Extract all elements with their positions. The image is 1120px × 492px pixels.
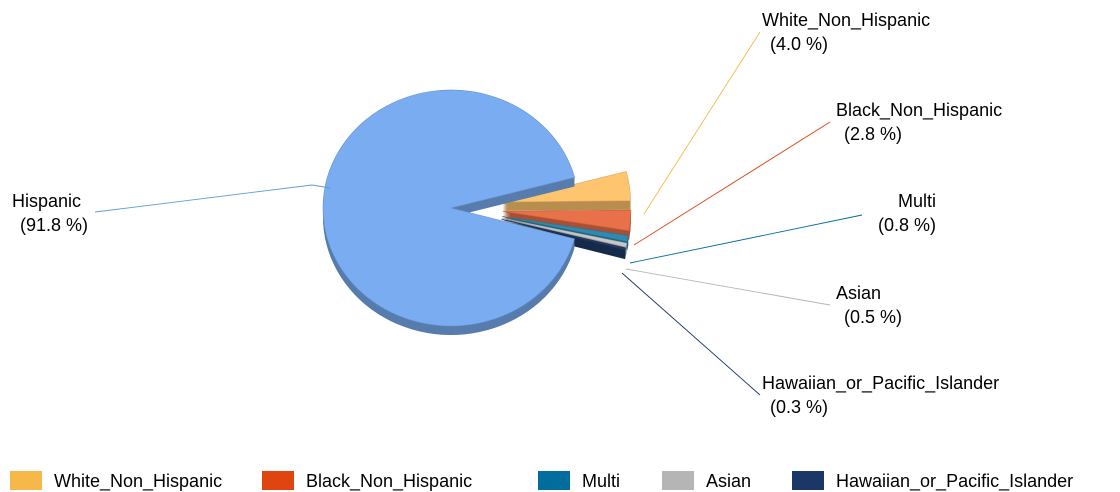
slice-value-black-non-hispanic: (2.8 %) bbox=[844, 124, 902, 144]
legend-label: Multi bbox=[582, 471, 620, 491]
legend-swatch bbox=[662, 471, 694, 490]
slice-face-asian bbox=[501, 217, 628, 248]
legend-item-hawaiian-or-pacific-islander: Hawaiian_or_Pacific_Islander bbox=[792, 471, 1073, 492]
legend-label: Hawaiian_or_Pacific_Islander bbox=[836, 471, 1073, 492]
slice-label-hispanic: Hispanic bbox=[12, 191, 81, 211]
leader-line-hispanic bbox=[94, 184, 331, 213]
leader-line-asian bbox=[625, 268, 831, 306]
legend: White_Non_Hispanic Black_Non_Hispanic Mult… bbox=[10, 471, 1073, 492]
legend-swatch bbox=[792, 471, 824, 490]
legend-label: White_Non_Hispanic bbox=[54, 471, 222, 492]
slice-labels: White_Non_Hispanic (4.0 %) Black_Non_Hispa… bbox=[12, 10, 1002, 417]
legend-item-black-non-hispanic: Black_Non_Hispanic bbox=[262, 471, 472, 492]
leader-line-hawaiian-or-pacific-islander bbox=[621, 272, 761, 396]
leader-line-multi bbox=[629, 214, 863, 264]
legend-swatch bbox=[262, 471, 294, 490]
legend-swatch bbox=[10, 471, 42, 490]
leader-lines bbox=[94, 31, 863, 396]
legend-item-asian: Asian bbox=[662, 471, 751, 491]
leader-line-black-non-hispanic bbox=[633, 121, 831, 246]
legend-item-multi: Multi bbox=[538, 471, 620, 491]
legend-label: Asian bbox=[706, 471, 751, 491]
legend-swatch bbox=[538, 471, 570, 490]
slice-face-black-non-hispanic bbox=[502, 209, 632, 232]
slice-label-asian: Asian bbox=[836, 283, 881, 303]
slice-value-hawaiian-or-pacific-islander: (0.3 %) bbox=[770, 397, 828, 417]
slice-label-black-non-hispanic: Black_Non_Hispanic bbox=[836, 100, 1002, 121]
legend-label: Black_Non_Hispanic bbox=[306, 471, 472, 492]
slice-face-multi bbox=[502, 216, 629, 242]
slice-label-hawaiian-or-pacific-islander: Hawaiian_or_Pacific_Islander bbox=[762, 373, 999, 394]
slice-hispanic bbox=[322, 89, 576, 335]
slice-value-asian: (0.5 %) bbox=[844, 307, 902, 327]
pie-slices bbox=[322, 89, 632, 335]
slice-face-hispanic bbox=[322, 89, 576, 327]
leader-line-white-non-hispanic bbox=[643, 31, 761, 215]
slice-value-multi: (0.8 %) bbox=[878, 215, 936, 235]
slice-value-hispanic: (91.8 %) bbox=[20, 215, 88, 235]
legend-item-white-non-hispanic: White_Non_Hispanic bbox=[10, 471, 222, 492]
slice-label-multi: Multi bbox=[898, 191, 936, 211]
slice-face-hawaiian-or-pacific-islander bbox=[501, 218, 626, 251]
slice-label-white-non-hispanic: White_Non_Hispanic bbox=[762, 10, 930, 31]
slice-value-white-non-hispanic: (4.0 %) bbox=[770, 34, 828, 54]
